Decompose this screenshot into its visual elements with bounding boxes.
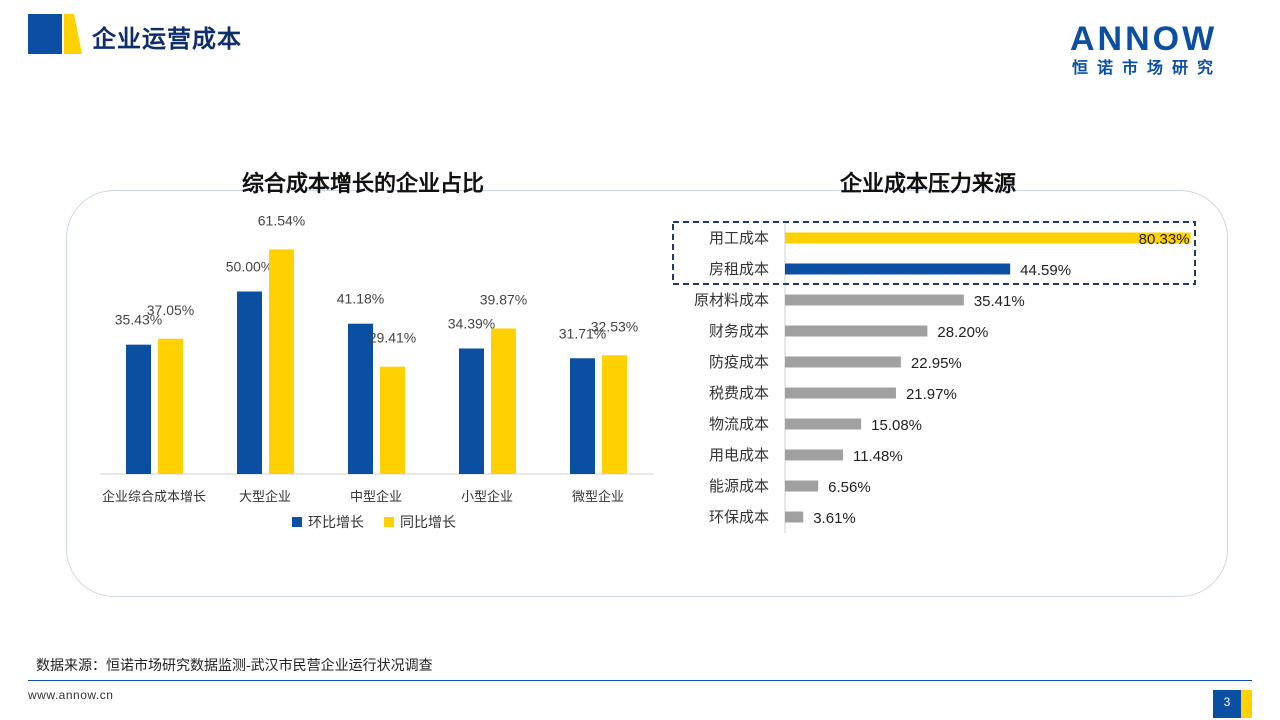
- data-label: 37.05%: [147, 302, 194, 318]
- category-label: 房租成本: [709, 261, 769, 278]
- data-source-note: 数据来源：恒诺市场研究数据监测-武汉市民营企业运行状况调查: [36, 657, 433, 673]
- footer-divider: [28, 680, 1252, 681]
- data-label: 80.33%: [1139, 231, 1190, 248]
- bar-qoq-4: [570, 358, 595, 474]
- data-label: 31.71%: [559, 325, 606, 341]
- bar-8: [785, 480, 819, 492]
- category-label: 环保成本: [709, 509, 769, 526]
- category-label: 税费成本: [709, 385, 769, 402]
- x-tick-label: 大型企业: [239, 489, 291, 504]
- data-label: 44.59%: [1020, 262, 1071, 279]
- data-label: 11.48%: [853, 448, 903, 465]
- left-chart-title: 综合成本增长的企业占比: [242, 171, 485, 196]
- bar-yoy-3: [491, 328, 516, 474]
- data-label: 29.41%: [369, 330, 416, 346]
- legend-label-1: 同比增长: [400, 514, 456, 530]
- category-label: 防疫成本: [709, 354, 769, 371]
- x-tick-label: 中型企业: [350, 489, 402, 504]
- bar-7: [785, 449, 843, 461]
- x-tick-label: 企业综合成本增长: [102, 489, 206, 504]
- data-label: 35.43%: [115, 312, 162, 328]
- category-label: 能源成本: [709, 478, 769, 495]
- data-label: 21.97%: [906, 386, 957, 403]
- bar-4: [785, 356, 901, 368]
- data-label: 41.18%: [337, 291, 384, 307]
- data-label: 35.41%: [974, 293, 1025, 310]
- data-label: 28.20%: [937, 324, 988, 341]
- bar-5: [785, 387, 896, 399]
- cost-pressure-bar-chart: 用工成本 80.33% 房租成本 44.59% 原材料成本 35.41% 财务成本 28.20…: [672, 221, 1196, 533]
- bar-1: [785, 263, 1011, 275]
- legend-swatch-0: [292, 517, 302, 527]
- page-title: 企业运营成本: [92, 26, 242, 53]
- bar-yoy-1: [269, 249, 294, 474]
- category-label: 用工成本: [709, 230, 769, 247]
- x-tick-label: 微型企业: [572, 489, 624, 504]
- category-label: 物流成本: [709, 416, 769, 433]
- bar-yoy-2: [380, 366, 405, 474]
- logo-subtext: 恒诺市场研究: [1072, 60, 1223, 77]
- bar-3: [785, 325, 928, 337]
- x-tick-label: 小型企业: [461, 489, 513, 504]
- bar-yoy-0: [158, 338, 183, 474]
- bar-6: [785, 418, 862, 430]
- bar-qoq-2: [348, 323, 373, 474]
- bar-9: [785, 511, 804, 523]
- bar-0: [785, 232, 1191, 244]
- legend-label-0: 环比增长: [308, 514, 364, 530]
- data-label: 6.56%: [828, 479, 871, 496]
- website-link[interactable]: www.annow.cn: [28, 688, 114, 702]
- data-label: 22.95%: [911, 355, 962, 372]
- data-label: 50.00%: [226, 259, 273, 275]
- bar-qoq-0: [126, 344, 151, 474]
- page-number: 3: [1213, 690, 1241, 718]
- highlight-box: [672, 221, 1196, 285]
- right-chart-title: 企业成本压力来源: [840, 171, 1017, 196]
- data-label: 3.61%: [813, 510, 856, 527]
- bar-qoq-1: [237, 291, 262, 474]
- data-label: 39.87%: [480, 291, 527, 307]
- data-label: 34.39%: [448, 315, 495, 331]
- growth-bar-chart: 35.43%37.05% 企业综合成本增长 50.00% 61.54% 大型企业 41.1…: [100, 212, 654, 530]
- category-label: 用电成本: [709, 447, 769, 464]
- title-accent-icon: [28, 14, 82, 54]
- legend-swatch-1: [384, 517, 394, 527]
- page-number-accent: [1241, 690, 1252, 718]
- logo-wordmark: ANNOW: [1070, 20, 1218, 58]
- data-label: 32.53%: [591, 318, 638, 334]
- bar-yoy-4: [602, 355, 627, 474]
- bar-2: [785, 294, 964, 306]
- data-label: 15.08%: [871, 417, 922, 434]
- category-label: 财务成本: [709, 323, 769, 340]
- bar-qoq-3: [459, 348, 484, 474]
- data-label: 61.54%: [258, 212, 305, 228]
- category-label: 原材料成本: [694, 292, 769, 309]
